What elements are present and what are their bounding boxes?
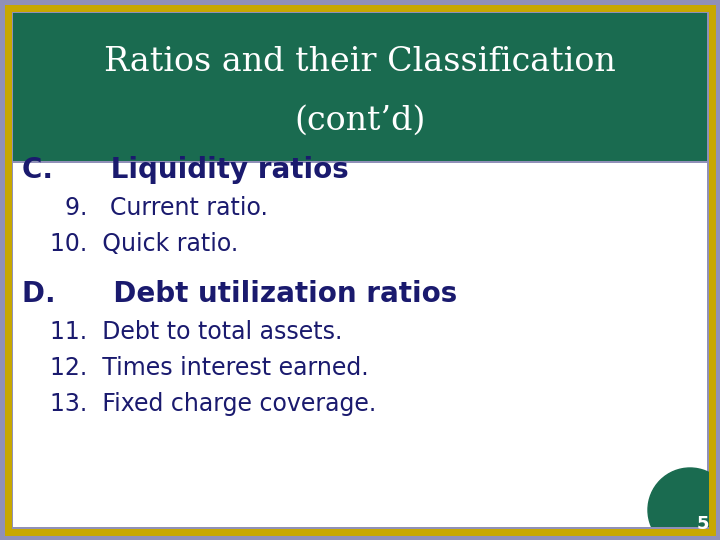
Bar <box>713 0 720 540</box>
Text: 12.  Times interest earned.: 12. Times interest earned. <box>50 356 369 380</box>
Circle shape <box>648 468 720 540</box>
Text: C.      Liquidity ratios: C. Liquidity ratios <box>22 156 348 184</box>
Text: 13.  Fixed charge coverage.: 13. Fixed charge coverage. <box>50 392 377 416</box>
FancyBboxPatch shape <box>8 8 712 532</box>
Circle shape <box>664 484 720 540</box>
Bar <box>0 527 720 540</box>
Bar <box>13 13 707 161</box>
Text: (cont’d): (cont’d) <box>294 105 426 137</box>
Text: 11.  Debt to total assets.: 11. Debt to total assets. <box>50 320 343 344</box>
Text: Ratios and their Classification: Ratios and their Classification <box>104 46 616 78</box>
Text: 9.   Current ratio.: 9. Current ratio. <box>50 196 268 220</box>
Text: 10.  Quick ratio.: 10. Quick ratio. <box>50 232 238 256</box>
Bar <box>13 163 707 527</box>
Text: 5: 5 <box>697 515 709 533</box>
Text: D.      Debt utilization ratios: D. Debt utilization ratios <box>22 280 457 308</box>
